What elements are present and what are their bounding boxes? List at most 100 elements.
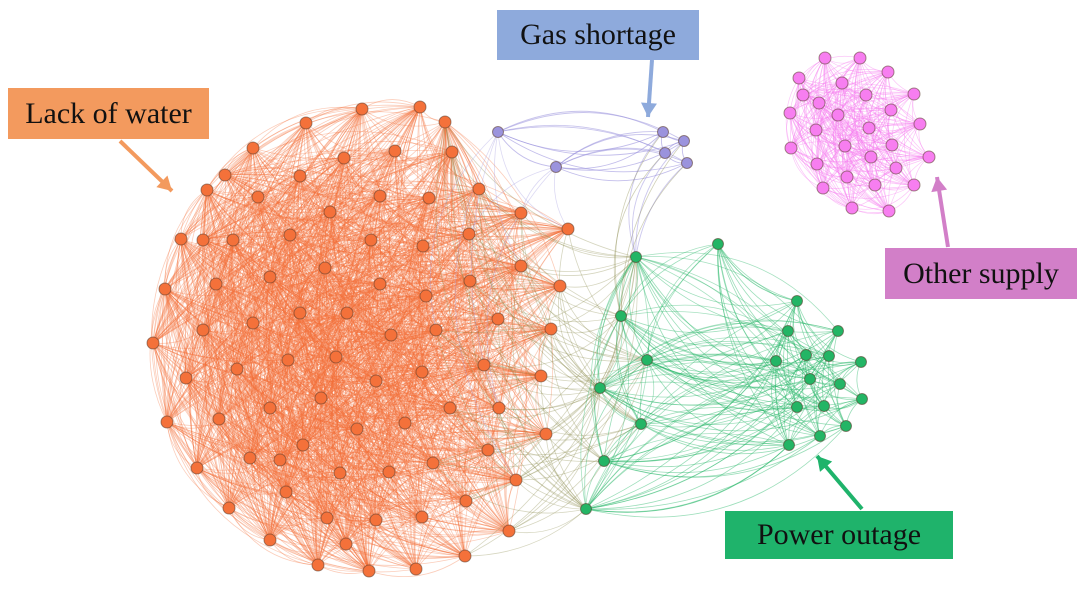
edge bbox=[185, 377, 304, 446]
edge bbox=[231, 196, 287, 493]
edge bbox=[646, 323, 789, 361]
edge bbox=[357, 188, 480, 572]
edge bbox=[775, 330, 790, 446]
edge bbox=[435, 329, 500, 409]
edge bbox=[305, 122, 424, 247]
edge bbox=[347, 108, 372, 241]
edge bbox=[320, 397, 547, 449]
water-node bbox=[477, 358, 491, 372]
edge bbox=[379, 195, 522, 223]
power-node bbox=[834, 378, 846, 390]
other-supply-node bbox=[889, 161, 903, 175]
edge bbox=[868, 71, 889, 158]
edge bbox=[335, 188, 480, 358]
edge bbox=[257, 196, 392, 336]
edge bbox=[421, 285, 561, 373]
other-supply-node bbox=[835, 76, 849, 90]
edge bbox=[202, 312, 348, 337]
edge bbox=[152, 239, 204, 344]
edge bbox=[300, 444, 328, 519]
water-node bbox=[190, 461, 204, 475]
edge bbox=[214, 239, 251, 459]
edge bbox=[279, 108, 363, 566]
edge bbox=[185, 276, 271, 379]
power-node bbox=[712, 238, 724, 250]
edge bbox=[180, 238, 370, 572]
edge bbox=[285, 364, 485, 493]
edge bbox=[585, 360, 777, 510]
edge bbox=[486, 166, 557, 409]
edge bbox=[164, 288, 466, 557]
edge bbox=[224, 131, 453, 176]
edge bbox=[379, 212, 522, 285]
edge bbox=[585, 435, 821, 510]
water-node bbox=[438, 115, 452, 129]
edge bbox=[269, 157, 345, 278]
edge bbox=[815, 107, 892, 131]
edge bbox=[343, 157, 522, 217]
edge bbox=[202, 231, 499, 320]
edge bbox=[599, 354, 807, 398]
edge bbox=[249, 426, 358, 459]
edge bbox=[335, 356, 542, 392]
edge bbox=[335, 312, 417, 570]
edge bbox=[635, 256, 798, 408]
edge bbox=[432, 121, 488, 464]
edge bbox=[790, 147, 853, 209]
edge bbox=[224, 174, 500, 409]
edge bbox=[496, 407, 517, 481]
edge bbox=[202, 239, 406, 424]
edge bbox=[815, 57, 861, 131]
edge bbox=[285, 228, 569, 493]
edge bbox=[253, 122, 319, 566]
edge bbox=[236, 188, 480, 370]
edge bbox=[231, 239, 341, 474]
edge bbox=[427, 197, 500, 409]
edge bbox=[269, 539, 347, 554]
edge bbox=[228, 150, 396, 509]
edge bbox=[345, 364, 485, 545]
edge bbox=[180, 196, 259, 240]
edge bbox=[331, 151, 453, 474]
edge bbox=[367, 239, 467, 502]
edge bbox=[877, 71, 897, 169]
edge bbox=[269, 407, 510, 533]
edge bbox=[252, 234, 291, 324]
edge bbox=[603, 444, 790, 474]
water-node bbox=[462, 227, 476, 241]
edge bbox=[444, 121, 642, 425]
edge bbox=[289, 234, 542, 377]
edge bbox=[257, 196, 451, 409]
water-node bbox=[459, 494, 473, 508]
edge bbox=[180, 157, 345, 240]
edge bbox=[196, 380, 377, 469]
edge bbox=[279, 175, 322, 399]
edge bbox=[790, 118, 921, 149]
edge bbox=[269, 318, 499, 541]
edge bbox=[202, 150, 396, 241]
edge bbox=[202, 276, 271, 331]
edge bbox=[206, 189, 381, 214]
edge bbox=[520, 212, 601, 389]
edge bbox=[295, 356, 337, 566]
edge bbox=[189, 239, 234, 469]
edge bbox=[232, 239, 547, 435]
edge bbox=[232, 239, 417, 570]
edge bbox=[252, 322, 485, 379]
edge bbox=[346, 312, 547, 435]
edge bbox=[289, 234, 427, 297]
edge bbox=[620, 315, 821, 437]
power-node bbox=[856, 393, 868, 405]
edge bbox=[206, 189, 322, 399]
edge bbox=[435, 329, 587, 510]
power-node bbox=[840, 420, 852, 432]
edge bbox=[299, 175, 522, 269]
edge bbox=[585, 330, 839, 510]
edge bbox=[774, 300, 798, 446]
edge bbox=[206, 189, 430, 222]
edge bbox=[202, 195, 381, 331]
edge bbox=[215, 223, 470, 285]
edge bbox=[326, 318, 499, 519]
edge bbox=[185, 211, 331, 379]
edge bbox=[375, 380, 517, 481]
